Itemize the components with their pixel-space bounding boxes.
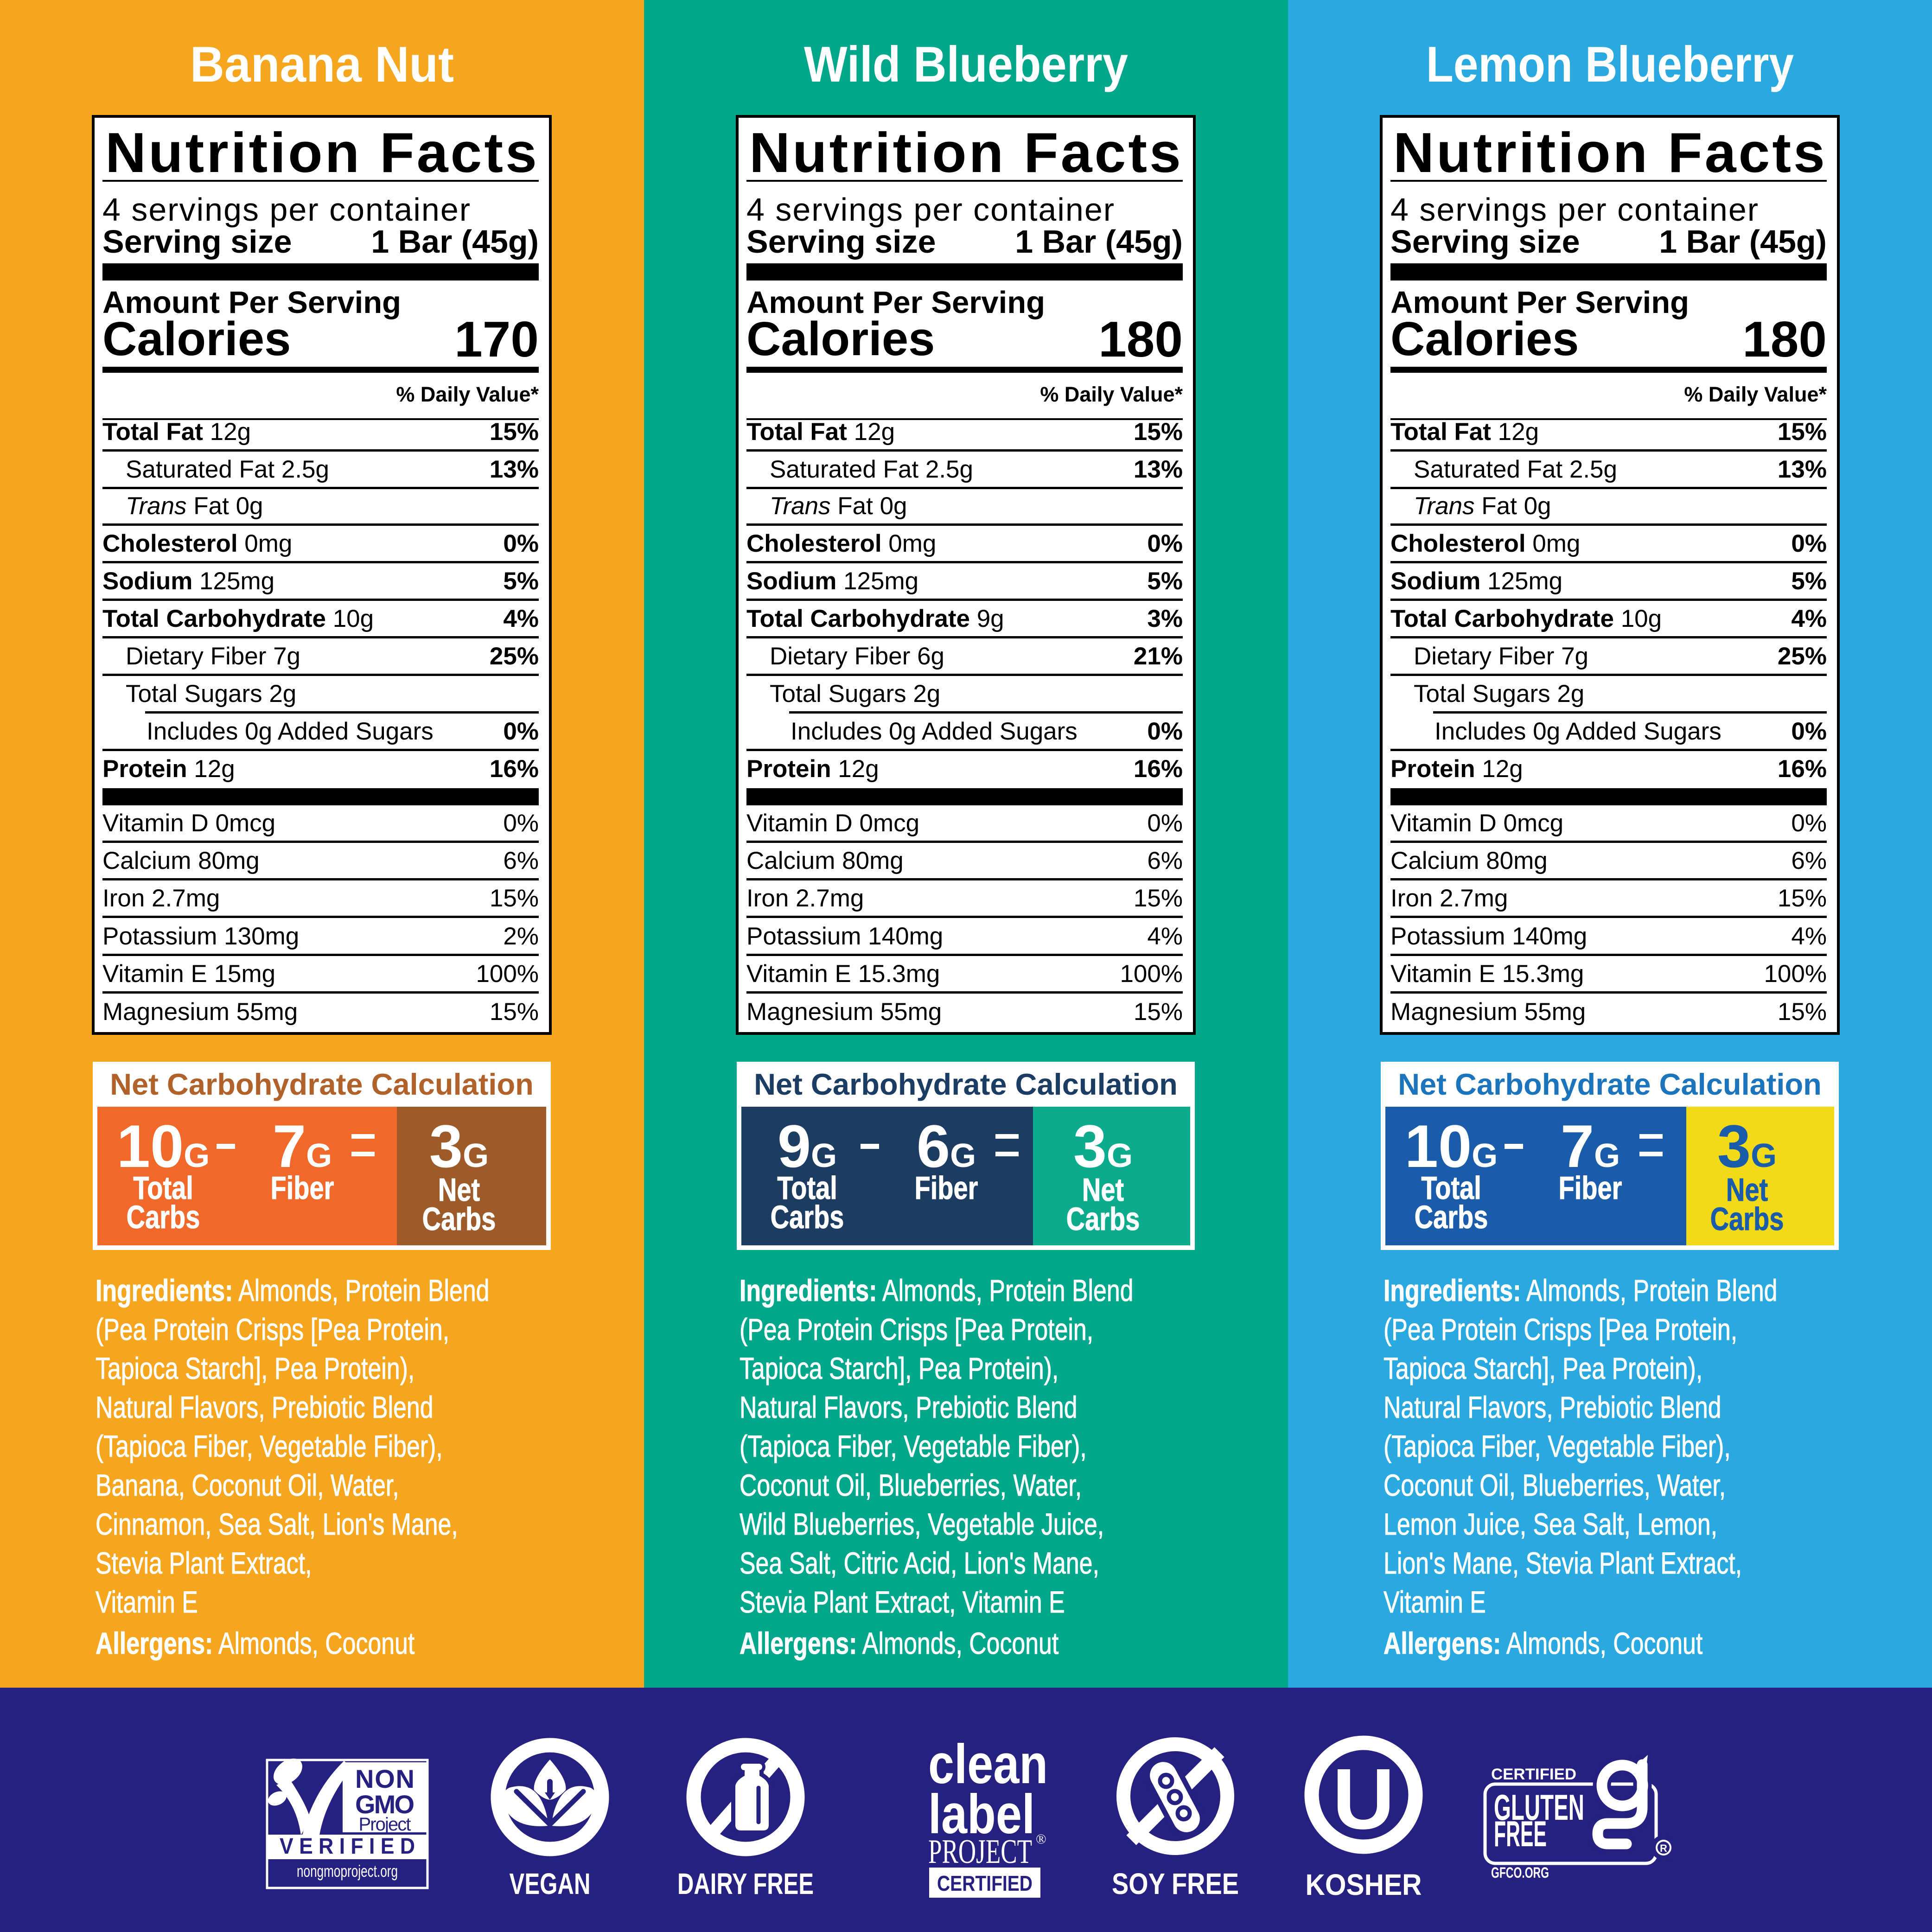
svg-text:label: label [928, 1783, 1035, 1845]
svg-text:NON: NON [355, 1764, 414, 1793]
svg-text:CERTIFIED: CERTIFIED [1491, 1766, 1576, 1783]
svg-text:clean: clean [928, 1733, 1048, 1795]
svg-text:GLUTEN: GLUTEN [1494, 1787, 1584, 1828]
svg-text:®: ® [1036, 1831, 1046, 1847]
svg-text:R: R [1660, 1843, 1667, 1854]
svg-text:FREE: FREE [1494, 1813, 1547, 1854]
svg-text:DAIRY FREE: DAIRY FREE [677, 1867, 814, 1900]
svg-text:VEGAN: VEGAN [510, 1867, 591, 1900]
svg-text:GFCO.ORG: GFCO.ORG [1491, 1864, 1549, 1881]
svg-text:PROJECT: PROJECT [928, 1833, 1032, 1871]
svg-text:U: U [1333, 1751, 1395, 1847]
svg-text:KOSHER: KOSHER [1306, 1868, 1422, 1901]
svg-text:Project: Project [359, 1814, 411, 1835]
svg-text:GMO: GMO [355, 1790, 414, 1819]
svg-text:nongmoproject.org: nongmoproject.org [297, 1862, 398, 1881]
svg-text:SOY FREE: SOY FREE [1112, 1867, 1239, 1900]
svg-text:CERTIFIED: CERTIFIED [937, 1871, 1033, 1895]
svg-text:V E R I F I E D: V E R I F I E D [280, 1834, 415, 1859]
